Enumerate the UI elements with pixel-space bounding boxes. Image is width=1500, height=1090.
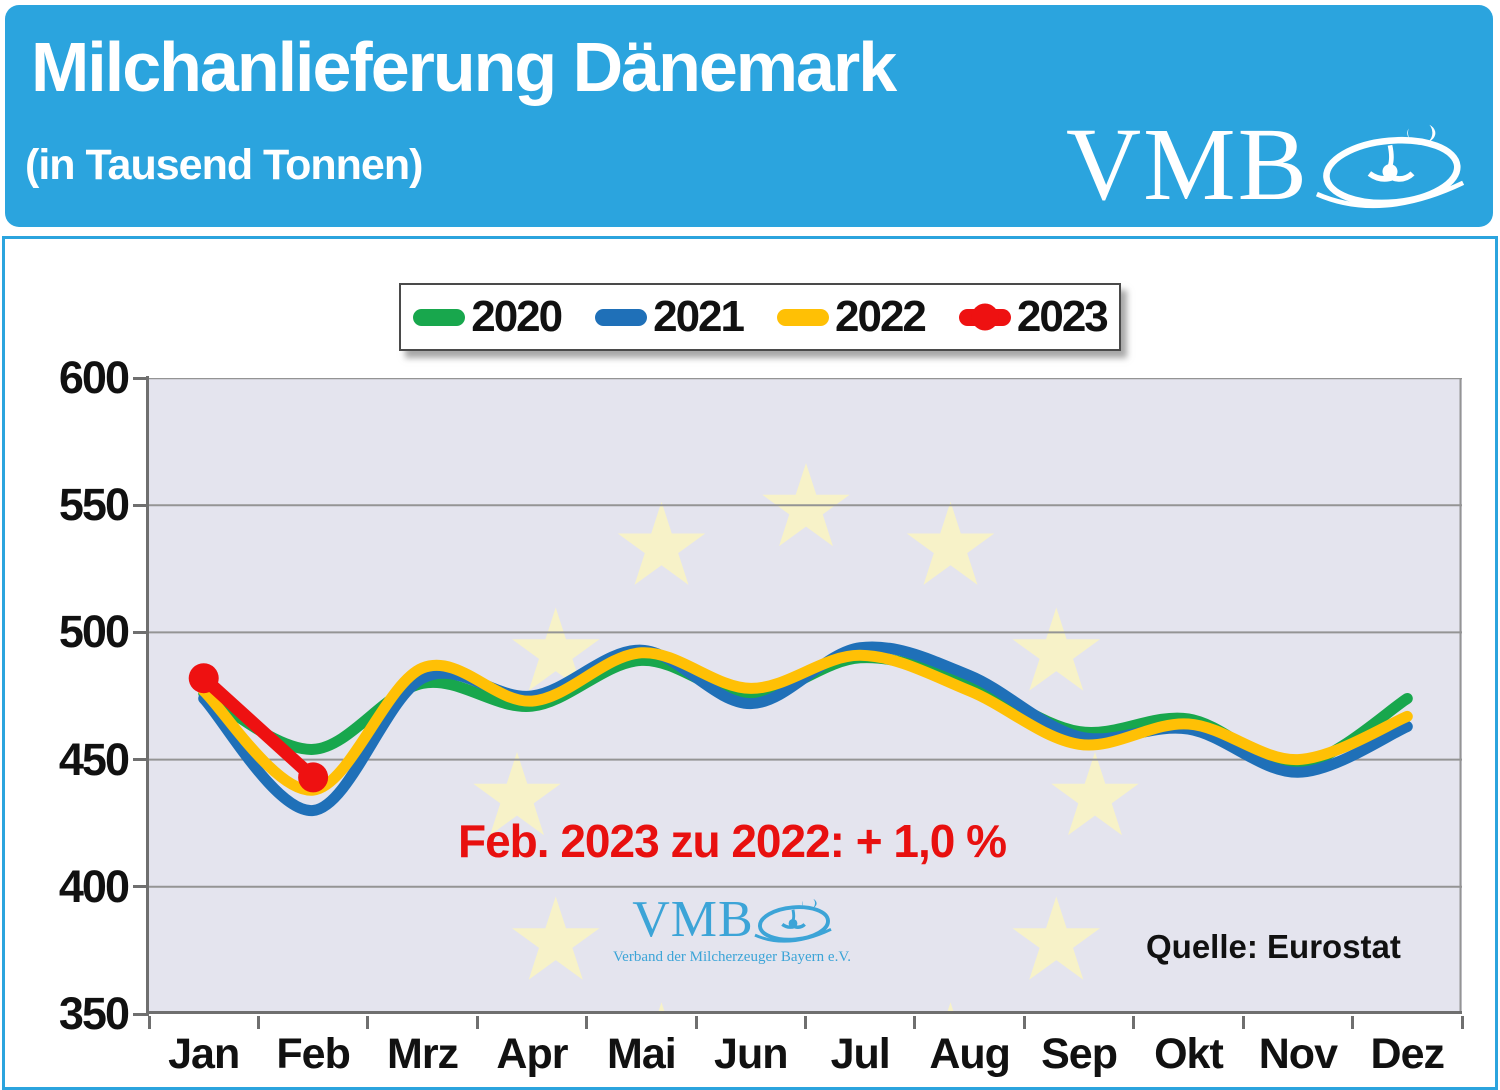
x-tick-mark (256, 1016, 260, 1029)
x-tick-label-Apr: Apr (496, 1030, 568, 1078)
eu-star-icon (512, 607, 600, 691)
y-tick-label-450: 450 (58, 733, 130, 785)
eu-star-icon (1051, 752, 1139, 836)
x-tick-label-Okt: Okt (1154, 1030, 1224, 1078)
x-tick-mark (1460, 1016, 1464, 1029)
x-tick-label-Jul: Jul (830, 1030, 891, 1078)
legend-swatch-2022 (777, 308, 829, 326)
x-tick-mark (1351, 1016, 1355, 1029)
legend-swatch-2020 (413, 308, 466, 326)
header-band: Milchanlieferung Dänemark (in Tausend To… (5, 5, 1493, 227)
y-tick-mark (133, 630, 148, 634)
eu-star-icon (1012, 607, 1100, 691)
x-tick-label-Dez: Dez (1370, 1030, 1445, 1078)
x-tick-mark (366, 1016, 370, 1029)
annotation-feb-2023: Feb. 2023 zu 2022: + 1,0 % (458, 815, 1007, 867)
vmb-watermark: VMB Verband der Milcherzeuger Bayern e.V… (592, 893, 872, 966)
vmb-logo: VMB (1066, 113, 1465, 217)
legend-label: 2023 (1016, 292, 1109, 341)
x-tick-mark (147, 1016, 151, 1029)
x-tick-mark (694, 1016, 698, 1029)
x-tick-mark (1241, 1016, 1245, 1029)
legend-item-2020: 2020 (413, 292, 563, 342)
y-tick-label-400: 400 (58, 860, 130, 912)
x-tick-label-Sep: Sep (1041, 1030, 1118, 1078)
x-tick-label-Mai: Mai (607, 1030, 677, 1078)
y-tick-mark (133, 885, 148, 889)
legend-swatch-2021 (595, 308, 648, 326)
page-title: Milchanlieferung Dänemark (31, 28, 897, 106)
x-tick-mark (804, 1016, 807, 1029)
x-tick-label-Aug: Aug (929, 1030, 1011, 1078)
eu-star-icon (906, 501, 995, 585)
legend-label: 2020 (471, 292, 563, 341)
x-tick-label-Nov: Nov (1258, 1030, 1338, 1078)
legend-swatch-2023 (958, 303, 1011, 331)
y-axis-line (146, 376, 149, 1016)
plot-canvas (149, 378, 1462, 1014)
eu-star-icon (1012, 896, 1100, 980)
page-subtitle: (in Tausend Tonnen) (25, 141, 423, 189)
legend-item-2023: 2023 (958, 292, 1109, 342)
legend-item-2021: 2021 (595, 292, 745, 342)
legend-marker-dot (971, 303, 999, 331)
legend-label: 2021 (653, 292, 745, 341)
chart-legend: 2020 2021 2022 2023 (399, 283, 1121, 351)
eu-star-icon (617, 501, 706, 585)
y-tick-mark (133, 758, 148, 762)
x-tick-label-Jan: Jan (168, 1030, 240, 1078)
y-tick-mark (133, 376, 148, 380)
x-tick-mark (585, 1016, 589, 1029)
legend-label: 2022 (835, 292, 927, 341)
series-marker-2023 (298, 762, 329, 793)
series-line-2022 (198, 647, 1413, 796)
eu-star-icon (512, 896, 600, 980)
vmb-logo-text: VMB (1066, 107, 1309, 222)
x-tick-mark (1132, 1016, 1136, 1029)
x-tick-label-Jun: Jun (714, 1030, 788, 1078)
x-tick-mark (475, 1016, 479, 1029)
eu-star-icon (473, 752, 561, 836)
series-line-2021 (198, 641, 1413, 816)
y-tick-label-550: 550 (58, 479, 130, 531)
series-marker-2023 (188, 663, 219, 694)
vmb-watermark-caption: Verband der Milcherzeuger Bayern e.V. (613, 949, 851, 965)
x-tick-label-Mrz: Mrz (387, 1030, 459, 1078)
vmb-watermark-swoosh-icon (754, 899, 832, 943)
y-tick-label-350: 350 (58, 988, 130, 1039)
source-label: Quelle: Eurostat (1146, 928, 1401, 965)
y-tick-mark (133, 503, 148, 507)
x-tick-label-Feb: Feb (276, 1030, 350, 1078)
y-tick-mark (133, 1012, 148, 1016)
x-tick-mark (1022, 1016, 1026, 1029)
legend-item-2022: 2022 (777, 292, 927, 342)
vmb-watermark-text: VMB (632, 891, 754, 948)
y-tick-label-600: 600 (58, 352, 130, 403)
y-tick-label-500: 500 (58, 606, 130, 658)
x-tick-mark (913, 1016, 917, 1029)
series-line-2023 (197, 671, 320, 784)
vmb-swoosh-icon (1315, 124, 1465, 209)
